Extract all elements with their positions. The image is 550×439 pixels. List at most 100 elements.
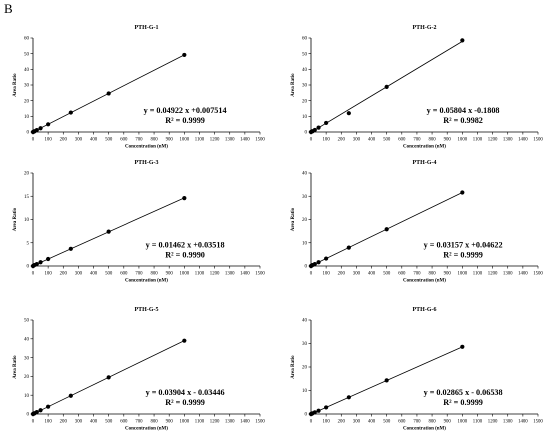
panel-label: B	[4, 1, 13, 16]
x-tick-label: 1000	[458, 420, 468, 425]
x-tick-label: 1400	[518, 272, 528, 277]
chart-title: PTH-G-5	[135, 307, 159, 313]
x-tick-label: 1400	[240, 420, 250, 425]
x-tick-label: 600	[120, 420, 128, 425]
x-axis-label: Concentration (nM)	[125, 279, 168, 284]
x-tick-label: 100	[45, 272, 53, 277]
x-axis-label: Concentration (nM)	[125, 145, 168, 150]
x-tick-label: 1500	[255, 420, 265, 425]
x-tick-label: 0	[310, 272, 313, 277]
chart-title: PTH-G-4	[413, 160, 437, 166]
x-tick-label: 400	[90, 138, 98, 143]
fit-r-squared: R² = 0.9982	[443, 116, 483, 125]
fit-equation: y = 0.05804 x -0.1808	[427, 106, 500, 115]
data-point	[460, 344, 465, 349]
x-tick-label: 400	[368, 138, 376, 143]
x-tick-label: 100	[45, 138, 53, 143]
x-tick-label: 200	[60, 272, 68, 277]
x-tick-label: 1000	[180, 138, 190, 143]
x-tick-label: 1300	[225, 420, 235, 425]
x-tick-label: 1300	[503, 272, 513, 277]
data-point	[68, 110, 73, 115]
x-tick-label: 1100	[195, 420, 205, 425]
data-point	[324, 405, 329, 410]
fit-r-squared: R² = 0.9999	[443, 250, 483, 259]
y-tick-label: 40	[302, 319, 308, 324]
data-point	[312, 262, 317, 267]
y-tick-label: 10	[24, 394, 30, 399]
x-tick-label: 400	[368, 272, 376, 277]
x-tick-label: 1200	[488, 272, 498, 277]
data-point	[46, 256, 51, 262]
y-tick-label: 30	[24, 84, 30, 89]
x-tick-label: 300	[75, 420, 83, 425]
x-tick-label: 0	[32, 138, 35, 143]
y-tick-label: 20	[24, 99, 30, 104]
data-point	[324, 120, 329, 126]
x-tick-label: 1200	[210, 272, 220, 277]
x-axis-label: Concentration (nM)	[403, 279, 446, 284]
x-tick-label: 1200	[488, 420, 498, 425]
data-point	[106, 229, 111, 234]
fit-equation: y = 0.04922 x +0.007514	[144, 106, 227, 115]
x-tick-label: 800	[150, 138, 158, 143]
chart-title: PTH-G-6	[413, 307, 437, 313]
x-tick-label: 0	[310, 420, 313, 425]
y-tick-label: 0	[305, 265, 308, 270]
data-point	[182, 52, 187, 58]
y-tick-label: 50	[302, 52, 308, 57]
y-tick-label: 20	[302, 99, 308, 104]
data-point	[46, 122, 51, 127]
y-axis-label: Area Ratio	[291, 355, 296, 379]
x-tick-label: 1300	[503, 420, 513, 425]
y-tick-label: 50	[24, 52, 30, 57]
fit-r-squared: R² = 0.9990	[165, 250, 205, 259]
data-point	[34, 410, 39, 415]
data-point	[384, 84, 389, 89]
x-tick-label: 1000	[180, 420, 190, 425]
chart-title: PTH-G-3	[135, 160, 159, 166]
x-tick-label: 400	[90, 272, 98, 277]
y-tick-label: 40	[302, 172, 308, 177]
x-tick-label: 900	[444, 272, 452, 277]
chart-panel: PTH-G-50 100 200 300 400 500 600 700 800 900 1000 1…	[13, 307, 265, 432]
y-axis-label: Area Ratio	[13, 73, 18, 97]
y-tick-label: 40	[24, 338, 30, 343]
y-tick-label: 30	[302, 342, 308, 347]
chart-panel: PTH-G-60 100 200 300 400 500 600 700 800 900 1000 1…	[291, 307, 543, 432]
x-tick-label: 1400	[240, 138, 250, 143]
y-tick-label: 0	[27, 131, 30, 136]
x-tick-label: 1500	[533, 272, 543, 277]
x-tick-label: 1200	[210, 420, 220, 425]
x-tick-label: 500	[105, 420, 113, 425]
x-tick-label: 1500	[255, 138, 265, 143]
data-point	[316, 260, 321, 265]
fit-r-squared: R² = 0.9999	[165, 398, 205, 407]
x-tick-label: 400	[90, 420, 98, 425]
x-tick-label: 500	[105, 138, 113, 143]
y-tick-label: 30	[302, 195, 308, 200]
y-tick-label: 60	[302, 37, 308, 42]
y-tick-label: 20	[24, 172, 30, 177]
x-tick-label: 0	[310, 138, 313, 143]
x-tick-label: 300	[75, 272, 83, 277]
y-tick-label: 20	[302, 366, 308, 371]
data-point	[38, 260, 43, 265]
x-tick-label: 1000	[458, 272, 468, 277]
data-point	[346, 245, 351, 250]
x-tick-label: 1100	[473, 138, 483, 143]
x-tick-label: 600	[120, 272, 128, 277]
data-point	[312, 410, 317, 415]
y-tick-label: 20	[24, 375, 30, 380]
x-tick-label: 1300	[225, 272, 235, 277]
fit-equation: y = 0.03157 x +0.04622	[424, 240, 503, 249]
data-point	[182, 196, 187, 201]
x-tick-label: 600	[398, 138, 406, 143]
y-tick-label: 0	[27, 413, 30, 418]
x-tick-label: 200	[338, 272, 346, 277]
y-axis-label: Area Ratio	[13, 355, 18, 379]
x-tick-label: 700	[413, 138, 421, 143]
x-tick-label: 1100	[195, 272, 205, 277]
x-tick-label: 900	[166, 272, 174, 277]
data-point	[460, 38, 465, 43]
